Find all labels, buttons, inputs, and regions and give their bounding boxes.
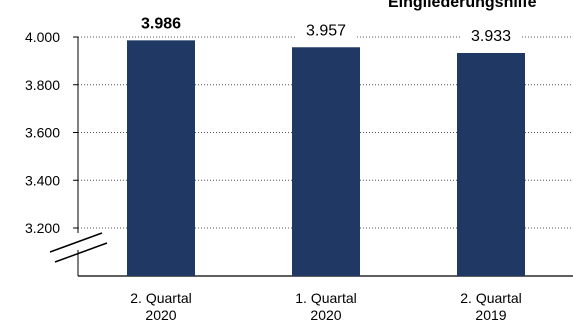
- axis-break-mark-1: [49, 232, 103, 253]
- value-label-bg: [461, 24, 521, 47]
- bar: [457, 52, 525, 277]
- chart-title: Eingliederungshilfe: [388, 0, 537, 11]
- x-tick-label: 2020: [310, 307, 341, 323]
- value-label: 3.933: [471, 28, 511, 45]
- value-label-bg: [296, 19, 356, 42]
- x-tick-label: 2019: [475, 307, 506, 323]
- bar: [292, 47, 360, 276]
- x-tick-label: 1. Quartal: [295, 290, 356, 306]
- value-label: 3.957: [306, 22, 346, 39]
- x-tick-label: 2. Quartal: [130, 290, 191, 306]
- value-label-bg: [131, 12, 191, 35]
- x-tick-label: 2. Quartal: [460, 290, 521, 306]
- y-tick-label: 3.200: [25, 220, 60, 236]
- bar: [127, 40, 195, 276]
- y-tick-label: 3.400: [25, 172, 60, 188]
- y-tick-label: 3.800: [25, 77, 60, 93]
- x-tick-label: 2020: [145, 307, 176, 323]
- value-label: 3.986: [141, 15, 181, 32]
- axis-break-mark-2: [54, 242, 108, 263]
- y-tick-label: 4.000: [25, 29, 60, 45]
- y-tick-label: 3.600: [25, 125, 60, 141]
